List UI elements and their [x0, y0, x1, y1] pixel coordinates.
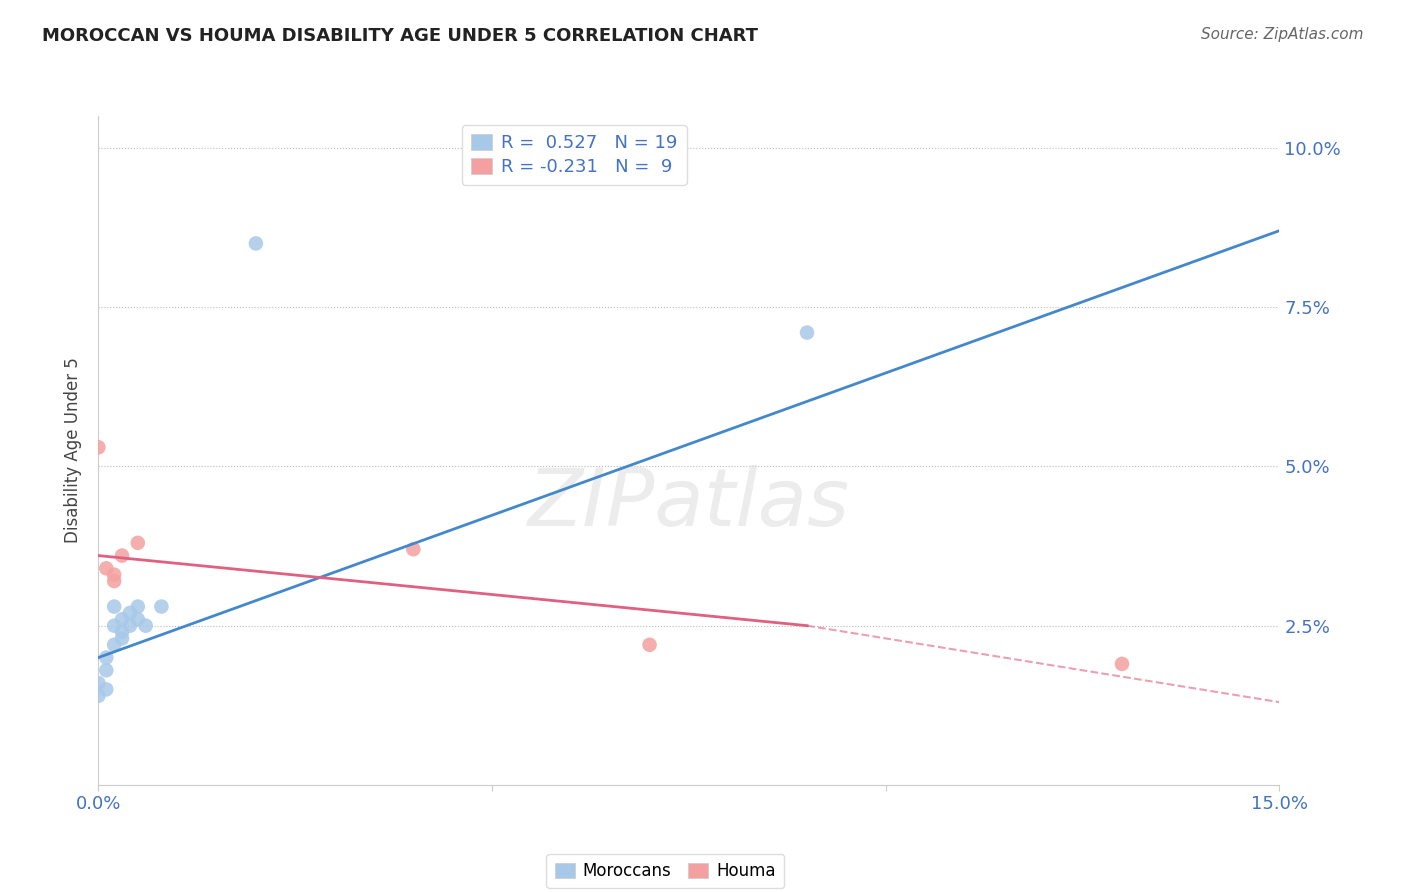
Point	[150, 599, 173, 614]
Point	[87, 440, 110, 454]
Point	[796, 326, 818, 340]
Text: ZIPatlas: ZIPatlas	[527, 465, 851, 543]
Legend: Moroccans, Houma: Moroccans, Houma	[546, 854, 785, 888]
Point	[111, 612, 134, 626]
Point	[127, 599, 149, 614]
Point	[87, 689, 110, 703]
Point	[245, 236, 267, 251]
Point	[87, 676, 110, 690]
Point	[103, 618, 125, 632]
Point	[118, 606, 141, 620]
Point	[127, 536, 149, 550]
Point	[103, 638, 125, 652]
Point	[135, 618, 157, 632]
Text: Source: ZipAtlas.com: Source: ZipAtlas.com	[1201, 27, 1364, 42]
Point	[103, 599, 125, 614]
Point	[111, 632, 134, 646]
Point	[96, 663, 118, 677]
Point	[103, 574, 125, 588]
Point	[96, 650, 118, 665]
Point	[402, 542, 425, 557]
Point	[103, 567, 125, 582]
Point	[111, 549, 134, 563]
Point	[127, 612, 149, 626]
Point	[118, 618, 141, 632]
Y-axis label: Disability Age Under 5: Disability Age Under 5	[65, 358, 83, 543]
Point	[96, 682, 118, 697]
Point	[96, 561, 118, 575]
Point	[638, 638, 661, 652]
Text: MOROCCAN VS HOUMA DISABILITY AGE UNDER 5 CORRELATION CHART: MOROCCAN VS HOUMA DISABILITY AGE UNDER 5…	[42, 27, 758, 45]
Point	[111, 625, 134, 640]
Point	[1111, 657, 1133, 671]
